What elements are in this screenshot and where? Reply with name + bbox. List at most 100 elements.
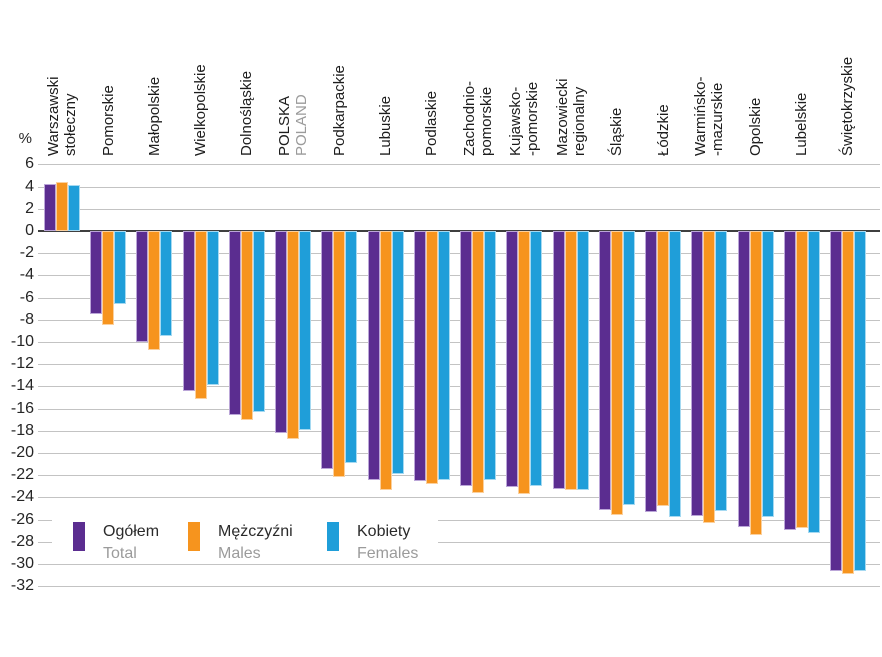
legend-sublabel: Males [218, 545, 261, 562]
y-axis-tick-label: -12 [10, 355, 34, 373]
legend-swatch [327, 522, 339, 551]
y-axis-tick-label: -10 [10, 333, 34, 350]
y-axis-tick-label: -26 [10, 510, 34, 528]
category-label-line: Dolnośląskie [238, 70, 256, 156]
gridline [38, 519, 52, 521]
category-label: Kujawsko- -pomorskie [507, 82, 541, 156]
bar [102, 231, 115, 326]
y-axis-tick-label: -32 [10, 577, 34, 595]
category-label: Warmińsko- -mazurskie [692, 77, 726, 156]
category-label-line: Śląskie [608, 107, 626, 156]
gridline [38, 497, 880, 499]
y-axis-tick-label: 6 [25, 155, 34, 173]
gridline [38, 386, 880, 388]
bar [391, 231, 404, 475]
bar [795, 231, 808, 529]
bar [379, 231, 392, 490]
bar [552, 231, 565, 489]
bar [737, 231, 750, 528]
bar [68, 185, 80, 231]
bar [853, 231, 866, 571]
category-label-line: Opolskie [747, 97, 765, 156]
legend-swatch [188, 522, 200, 551]
bar [275, 231, 288, 434]
category-label-line: Lubelskie [793, 92, 811, 156]
y-axis-tick-label: -16 [10, 399, 34, 417]
legend-label: Mężczyźni [218, 523, 293, 540]
category-label: Łódzkie [655, 104, 672, 156]
gridline [38, 408, 880, 410]
bar [622, 231, 635, 506]
y-axis-tick-label: -4 [19, 266, 34, 284]
category-label: Opolskie [747, 98, 764, 156]
bar [345, 231, 358, 463]
y-axis-tick-label: 2 [25, 199, 34, 217]
category-label-line: -pomorskie [524, 81, 542, 156]
y-axis-tick-label: -6 [19, 288, 34, 306]
gridline [38, 208, 880, 210]
category-label-line: pomorskie [478, 86, 496, 156]
bar [506, 231, 519, 488]
category-label: Warszawski stołeczny [45, 77, 79, 156]
bar [564, 231, 577, 490]
gridline [38, 164, 880, 166]
gridline [38, 475, 880, 477]
gridline [38, 586, 880, 588]
category-label-line: Podkarpackie [330, 65, 348, 156]
bar [206, 231, 219, 386]
y-axis-tick-label: 4 [25, 177, 34, 195]
category-label: Podkarpackie [331, 65, 348, 156]
bar [829, 231, 842, 571]
bar [228, 231, 241, 416]
legend-swatch [73, 522, 85, 551]
bar [240, 231, 253, 420]
y-axis-tick-label: -18 [10, 421, 34, 439]
gridline [38, 364, 880, 366]
y-axis-tick-label: -30 [10, 555, 34, 572]
category-label: Śląskie [608, 108, 625, 156]
bar [703, 231, 716, 523]
y-axis-tick-label: -8 [19, 310, 34, 328]
bar [841, 231, 854, 574]
bar [518, 231, 531, 495]
category-label: Lubelskie [793, 93, 810, 156]
bar [136, 231, 149, 342]
bar [160, 231, 173, 337]
category-label: Pomorskie [100, 85, 117, 156]
y-axis-tick-label: 0 [25, 222, 34, 239]
bar [90, 231, 103, 315]
bar [783, 231, 796, 530]
y-axis-tick-label: -20 [10, 444, 34, 461]
bar [287, 231, 300, 439]
bar [715, 231, 728, 511]
bar [761, 231, 774, 518]
category-label-line: regionalny [570, 86, 588, 156]
bar [252, 231, 265, 412]
bar [610, 231, 623, 516]
category-label-line: Podlaskie [423, 90, 441, 156]
gridline [38, 564, 880, 565]
bar [299, 231, 312, 430]
category-label-line: Pomorskie [99, 85, 117, 156]
bar [44, 184, 56, 231]
gridline [38, 275, 880, 277]
y-axis-tick-label: -24 [10, 488, 34, 506]
legend-label: Ogółem [103, 523, 160, 540]
gridline [438, 519, 880, 521]
category-label: Podlaskie [423, 91, 440, 156]
category-label: Zachodnio-pomorskie [461, 81, 495, 156]
y-axis-tick-label: -28 [10, 532, 34, 550]
bar [194, 231, 207, 399]
category-label: Lubuskie [377, 96, 394, 156]
category-label-line: Małopolskie [145, 76, 163, 156]
category-label: Dolnośląskie [238, 71, 255, 156]
legend-sublabel: Total [103, 545, 137, 562]
bar [425, 231, 438, 485]
zero-line [38, 230, 880, 232]
gridline [38, 430, 880, 432]
category-label-line: -mazurskie [709, 82, 727, 156]
gridline [38, 319, 880, 321]
bar [472, 231, 485, 493]
bar [333, 231, 346, 478]
